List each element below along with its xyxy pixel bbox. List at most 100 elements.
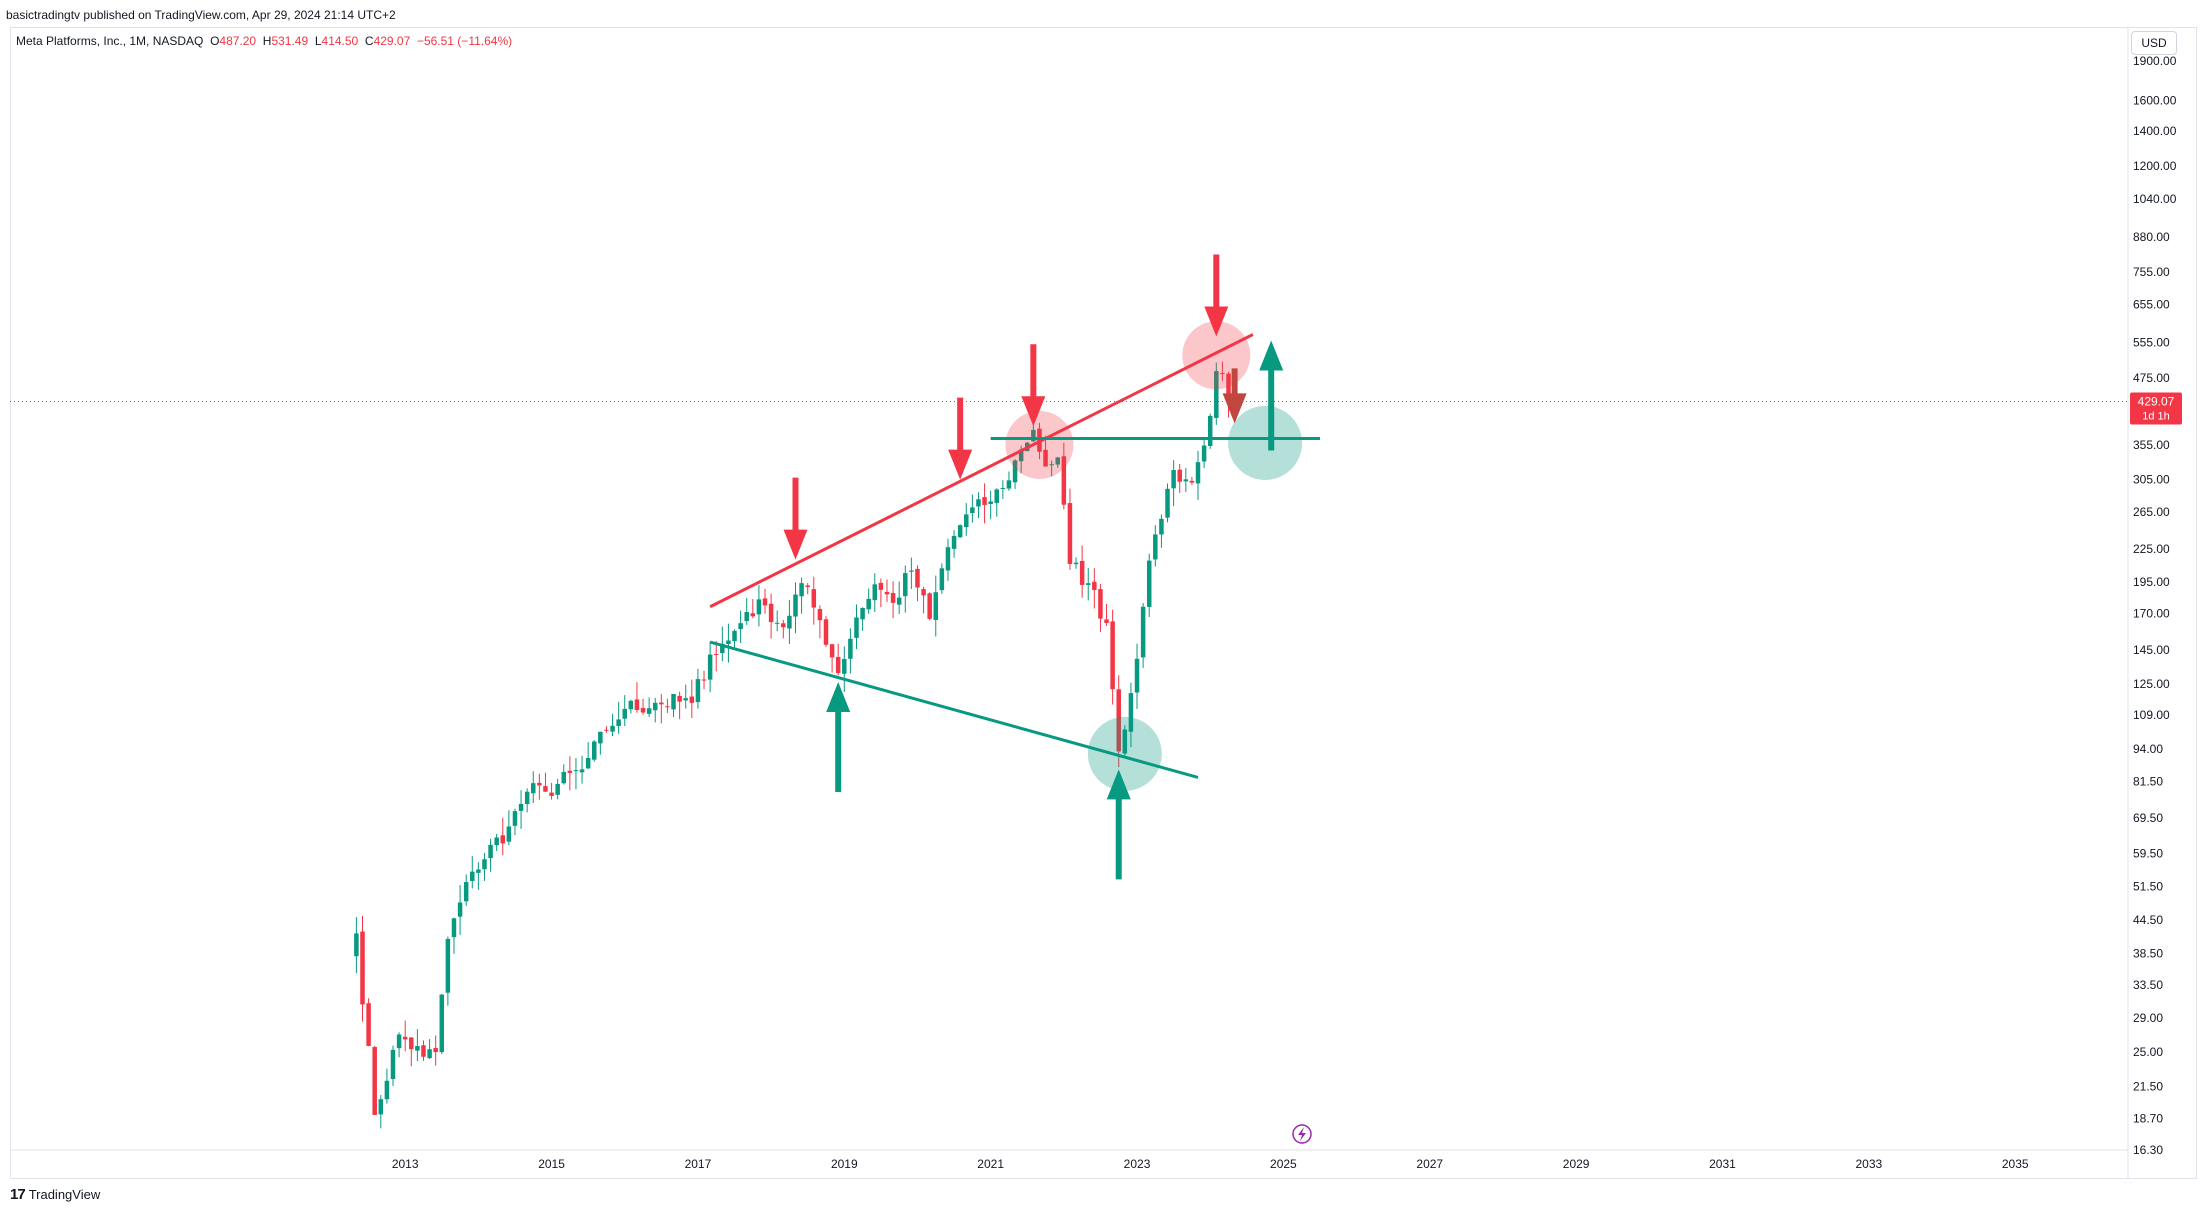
y-tick-label: 355.00	[2133, 438, 2170, 452]
candle-body	[860, 607, 865, 620]
candle-body	[476, 869, 481, 873]
candle-body	[896, 597, 902, 605]
y-tick-label: 1600.00	[2133, 93, 2177, 107]
candle-body	[835, 656, 841, 674]
candle-body	[433, 1047, 438, 1053]
candle-body	[683, 698, 688, 701]
candle-body	[781, 623, 786, 628]
candle-body	[707, 654, 713, 680]
candle-body	[518, 803, 524, 811]
candle-body	[372, 1047, 377, 1115]
candle-body	[933, 592, 939, 620]
up-arrow-icon[interactable]	[1259, 340, 1284, 451]
y-tick-label: 94.00	[2133, 742, 2163, 756]
down-arrow-icon[interactable]	[1021, 344, 1046, 427]
resistance-trendline[interactable]	[709, 333, 1254, 609]
down-arrow-icon[interactable]	[948, 397, 973, 480]
candle-body	[579, 769, 585, 773]
support-trendline[interactable]	[709, 640, 1199, 779]
x-tick-label: 2031	[1709, 1157, 1736, 1171]
x-tick-label: 2035	[2002, 1157, 2029, 1171]
candle-body	[884, 591, 890, 595]
candle-body	[445, 938, 451, 993]
y-tick-label: 109.00	[2133, 708, 2170, 722]
candle-body	[1146, 560, 1152, 607]
y-tick-label: 16.30	[2133, 1143, 2163, 1157]
chart-pane[interactable]	[10, 27, 2197, 1179]
candle-body	[823, 619, 829, 645]
up-arrow-icon[interactable]	[1106, 769, 1131, 880]
candle-body	[1153, 534, 1158, 560]
resistance-touch-circle[interactable]	[1005, 410, 1074, 479]
candle-body	[470, 871, 475, 881]
candle-body	[1207, 415, 1213, 446]
candle-body	[982, 497, 987, 505]
y-tick-label: 69.50	[2133, 811, 2163, 825]
support-touch-circle[interactable]	[1087, 716, 1162, 791]
candle-body	[1092, 581, 1097, 590]
candle-body	[573, 770, 579, 772]
publisher-line: basictradingtv published on TradingView.…	[6, 8, 396, 22]
candle-body	[927, 593, 932, 619]
candle-body	[421, 1045, 426, 1057]
y-tick-label: 265.00	[2133, 505, 2170, 519]
candle-body	[970, 507, 975, 513]
candle-body	[378, 1099, 384, 1115]
candle-body	[817, 609, 823, 621]
footer-brand[interactable]: 17 TradingView	[10, 1186, 100, 1203]
candle-body	[964, 514, 969, 528]
candle-body	[738, 623, 743, 630]
candle-body	[1116, 689, 1121, 752]
candle-body	[1055, 457, 1060, 465]
currency-button[interactable]: USD	[2131, 31, 2177, 55]
candle-body	[500, 835, 506, 844]
y-tick-label: 59.50	[2133, 847, 2163, 861]
down-arrow-icon[interactable]	[783, 477, 808, 560]
candle-body	[768, 603, 774, 623]
candle-body	[665, 706, 670, 708]
candle-body	[531, 783, 536, 794]
high-value: 531.49	[271, 34, 309, 48]
x-tick-label: 2019	[831, 1157, 858, 1171]
down-arrow-icon[interactable]	[1222, 368, 1247, 424]
last-price-value: 429.07	[2138, 394, 2175, 408]
high-label: H	[262, 34, 272, 48]
candle-body	[945, 547, 951, 571]
y-tick-label: 1200.00	[2133, 159, 2177, 173]
candle-body	[591, 741, 597, 760]
x-tick-label: 2023	[1124, 1157, 1151, 1171]
candle-body	[1006, 480, 1012, 489]
x-tick-label: 2027	[1416, 1157, 1443, 1171]
y-tick-label: 51.50	[2133, 880, 2163, 894]
candle-body	[652, 702, 658, 711]
close-label: C	[364, 34, 374, 48]
candle-body	[396, 1034, 402, 1049]
candle-body	[354, 933, 359, 957]
down-arrow-icon[interactable]	[1204, 254, 1229, 337]
candle-body	[640, 708, 646, 713]
candle-body	[671, 694, 676, 710]
candle-body	[713, 653, 719, 655]
candle-body	[689, 696, 695, 703]
candle-body	[390, 1049, 396, 1080]
candle-body	[1043, 449, 1048, 467]
candle-body	[799, 583, 804, 597]
candle-body	[1177, 469, 1182, 482]
candle-body	[427, 1049, 432, 1059]
y-tick-label: 38.50	[2133, 946, 2163, 960]
close-value: 429.07	[373, 34, 411, 48]
candle-body	[774, 622, 780, 624]
y-tick-label: 170.00	[2133, 606, 2170, 620]
candle-body	[1018, 449, 1024, 462]
candle-body	[1079, 560, 1085, 585]
lightning-icon	[1298, 1127, 1306, 1141]
candle-body	[598, 731, 603, 744]
candle-body	[451, 918, 457, 938]
brand-name: TradingView	[28, 1187, 101, 1202]
up-arrow-icon[interactable]	[826, 681, 851, 792]
candle-body	[646, 708, 652, 714]
candle-body	[1201, 445, 1207, 462]
candle-body	[793, 594, 798, 617]
support-touch-circle[interactable]	[1228, 405, 1303, 480]
